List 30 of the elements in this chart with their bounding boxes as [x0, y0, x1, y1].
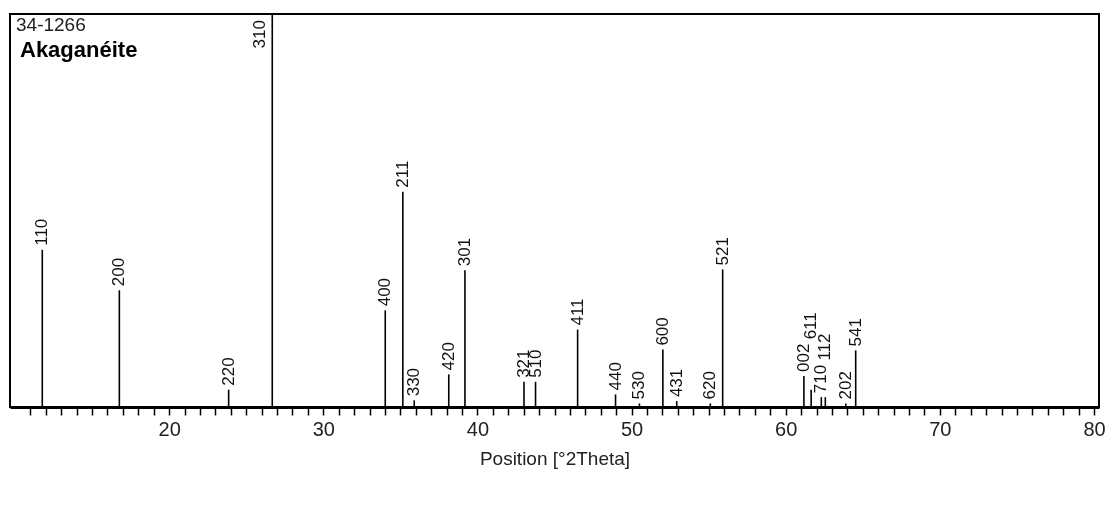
x-tick-label: 50 — [620, 417, 644, 440]
chart-subtitle: 34-1266 — [16, 14, 86, 35]
annotation: 211 — [392, 160, 412, 188]
annotation: 220 — [218, 357, 238, 386]
annotation: 521 — [712, 237, 732, 266]
x-axis-title: Position [°2Theta] — [479, 447, 631, 469]
annotation: 710 — [811, 364, 831, 394]
x-tick-label: 20 — [158, 417, 181, 440]
annotation: 541 — [845, 318, 865, 347]
x-tick-label: 30 — [312, 417, 335, 440]
text: Akaganéite — [20, 37, 138, 62]
annotation: 310 — [250, 20, 270, 49]
annotation: 200 — [109, 257, 129, 287]
x-tick-label: 70 — [929, 417, 952, 440]
x-tick-label: 80 — [1083, 417, 1106, 440]
annotation: 530 — [629, 371, 649, 400]
annotation: 110 — [32, 218, 52, 246]
annotation: 202 — [835, 371, 855, 400]
annotation: 600 — [652, 317, 672, 346]
annotation: 400 — [375, 277, 395, 307]
annotation: 330 — [404, 367, 424, 397]
annotation: 431 — [666, 368, 686, 398]
x-tick-label: 40 — [466, 417, 490, 440]
annotation: 420 — [438, 342, 458, 371]
annotation: 411 — [567, 298, 587, 326]
x-tick-label: 60 — [775, 417, 798, 440]
annotation: 301 — [454, 237, 474, 267]
annotation: 440 — [605, 362, 625, 391]
annotation: 002 — [793, 343, 813, 372]
annotation: 620 — [700, 371, 720, 400]
